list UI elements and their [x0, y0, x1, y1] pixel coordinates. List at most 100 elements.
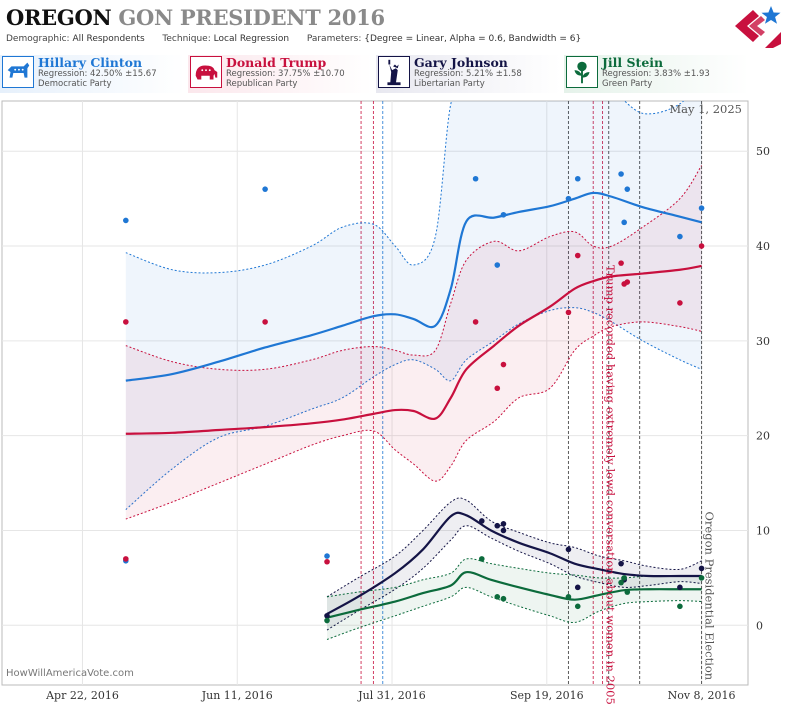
page-title: OREGON GON PRESIDENT 2016: [6, 5, 385, 30]
band-upper: [125, 101, 685, 274]
header: OREGON GON PRESIDENT 2016 Demographic: A…: [0, 0, 789, 100]
data-point: [262, 319, 268, 325]
watermark: HowWillAmericaVote.com: [6, 668, 134, 679]
x-tick-label: Apr 22, 2016: [45, 689, 119, 702]
data-point: [500, 527, 507, 534]
data-point: [324, 612, 330, 619]
data-point: [494, 385, 501, 392]
band-lower: [125, 321, 702, 520]
data-point: [677, 233, 683, 240]
data-point: [565, 594, 572, 600]
confidence-band: [327, 497, 702, 631]
data-point: [677, 300, 683, 306]
data-point: [324, 558, 330, 565]
data-point: [500, 595, 507, 602]
data-point: [624, 589, 631, 595]
data-point: [494, 522, 501, 529]
demographic-label: Demographic:: [6, 34, 70, 44]
rose-icon: [566, 56, 598, 88]
data-point: [500, 521, 507, 527]
demographic-value: All Respondents: [72, 34, 145, 44]
confidence-band: [327, 558, 702, 640]
title-state: OREGON: [6, 5, 112, 30]
data-point: [621, 575, 627, 581]
data-point: [624, 186, 631, 192]
band-upper: [326, 497, 702, 598]
data-point: [494, 262, 501, 268]
data-point: [621, 219, 627, 226]
y-tick-label: 40: [756, 240, 770, 253]
parameters-label: Parameters:: [306, 34, 362, 44]
regression-chart: 0 10 20 30 40 50 Apr 22, 2016 Jun 11, 2016 Jul 3…: [1, 100, 770, 704]
data-point: [123, 319, 129, 325]
candidate-name: Donald Trump: [226, 55, 327, 70]
candidate-regression: Regression: 42.50% ±15.67: [38, 69, 157, 79]
data-point: [472, 319, 479, 325]
series-line: [326, 571, 702, 619]
band-lower: [326, 525, 702, 631]
elephant-icon: [190, 56, 222, 88]
data-point: [262, 186, 268, 192]
data-point: [698, 565, 705, 572]
data-point: [618, 560, 624, 567]
technique-label: Technique:: [162, 34, 211, 44]
candidate-name: Jill Stein: [602, 55, 664, 70]
candidate-card-trump[interactable]: Donald Trump Regression: 37.75% ±10.70 R…: [188, 55, 373, 93]
annotation-label: Oregon Presidential Election: [703, 512, 717, 681]
series-line: [125, 264, 702, 435]
series-line: [326, 511, 702, 615]
candidate-card-johnson[interactable]: Gary Johnson Regression: 5.21% ±1.58 Lib…: [376, 55, 561, 93]
candidate-party: Libertarian Party: [414, 79, 485, 89]
parameters-line: Demographic: All Respondents Technique: …: [6, 34, 581, 44]
candidate-name: Gary Johnson: [414, 55, 508, 70]
data-point: [698, 243, 705, 249]
candidate-regression: Regression: 3.83% ±1.93: [602, 69, 710, 79]
candidate-party: Republican Party: [226, 79, 298, 89]
x-tick-label: Jun 11, 2016: [201, 689, 273, 702]
data-point: [677, 603, 683, 610]
data-point: [618, 171, 624, 177]
candidate-party: Green Party: [602, 79, 653, 89]
candidate-card-stein[interactable]: Jill Stein Regression: 3.83% ±1.93 Green…: [564, 55, 749, 93]
data-point: [698, 575, 705, 581]
band-upper: [125, 165, 702, 371]
parameters-value: {Degree = Linear, Alpha = 0.6, Bandwidth…: [364, 34, 582, 44]
data-point: [574, 584, 581, 591]
candidate-party: Democratic Party: [38, 79, 112, 89]
data-point: [123, 217, 129, 224]
y-tick-label: 50: [756, 145, 770, 158]
data-point: [500, 211, 507, 218]
candidate-cards: Hillary Clinton Regression: 42.50% ±15.6…: [0, 55, 789, 95]
y-tick-label: 20: [756, 430, 770, 443]
band-lower: [326, 586, 702, 640]
data-point: [565, 309, 572, 316]
data-point: [565, 195, 572, 202]
data-point: [500, 361, 507, 368]
candidate-card-clinton[interactable]: Hillary Clinton Regression: 42.50% ±15.6…: [0, 55, 185, 93]
data-point: [123, 556, 129, 562]
confidence-band: [125, 165, 702, 520]
data-point: [472, 175, 479, 182]
data-point: [698, 205, 705, 211]
data-point: [324, 553, 330, 559]
donkey-icon: [2, 56, 34, 88]
x-tick-label: Sep 19, 2016: [510, 689, 584, 702]
technique-value: Local Regression: [213, 34, 290, 44]
band-lower: [125, 307, 702, 510]
data-point: [478, 518, 485, 524]
data-point: [677, 584, 683, 591]
data-point: [574, 603, 581, 610]
data-point: [324, 617, 330, 624]
y-tick-label: 0: [756, 619, 763, 632]
data-point: [574, 175, 581, 182]
plot-area: [123, 101, 705, 640]
data-point: [565, 546, 572, 553]
title-race: GON PRESIDENT 2016: [118, 5, 385, 30]
data-point: [618, 260, 624, 266]
series-line: [125, 191, 702, 382]
data-point: [624, 279, 631, 285]
chart-date-label: May 1, 2025: [669, 102, 742, 116]
x-tick-label: Jul 31, 2016: [357, 689, 426, 702]
candidate-regression: Regression: 37.75% ±10.70: [226, 69, 345, 79]
site-logo-icon[interactable]: [735, 4, 781, 48]
